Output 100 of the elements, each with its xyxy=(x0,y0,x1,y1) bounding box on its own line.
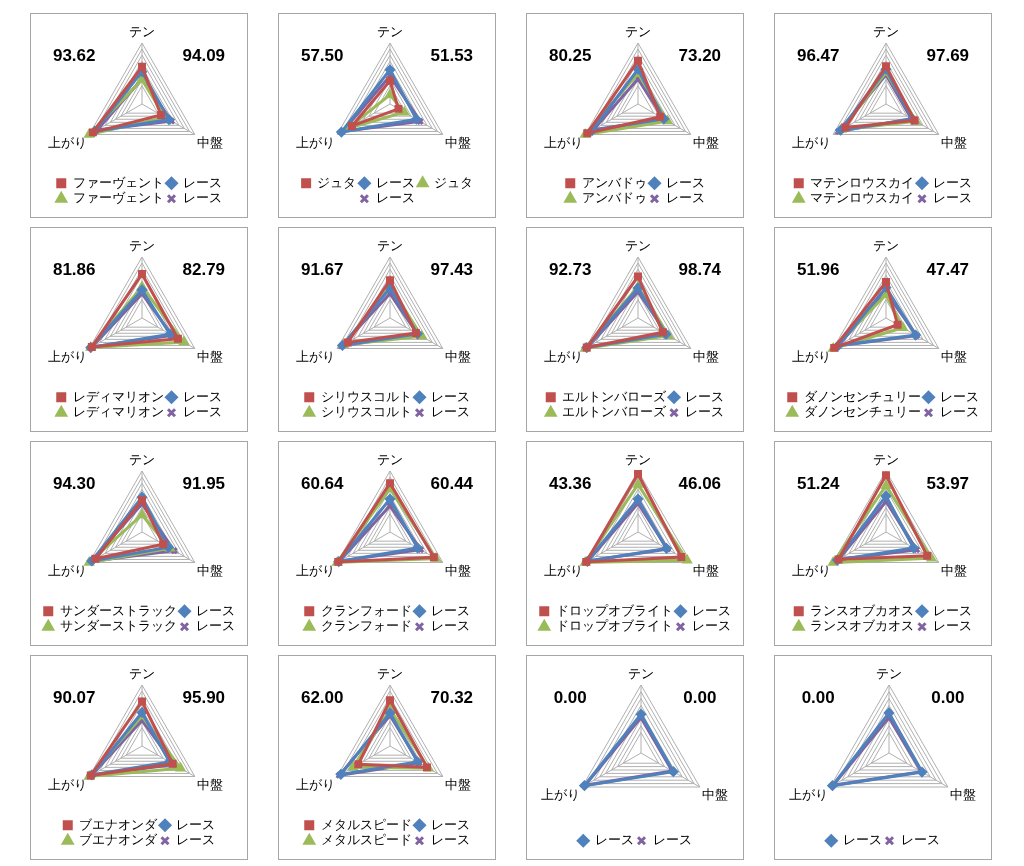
text: 93.62 xyxy=(52,45,96,65)
spoke-label: 上がり xyxy=(47,563,87,578)
legend-label: ファーヴェント xyxy=(72,191,164,206)
legend-label: レース xyxy=(939,405,979,420)
spoke-label: テン xyxy=(129,452,155,467)
spoke-label: テン xyxy=(377,452,403,467)
legend-label: エルトンバローズ xyxy=(562,389,667,404)
legend-label: レース xyxy=(176,817,216,832)
legend-label: レース xyxy=(375,191,415,206)
spoke-label: 上がり xyxy=(295,135,335,150)
spoke-label: テン xyxy=(873,24,899,39)
text: 95.90 xyxy=(182,687,226,707)
text: 0.00 xyxy=(553,687,587,707)
legend-label: ブエナオンダ xyxy=(79,817,158,832)
spoke-label: テン xyxy=(873,238,899,253)
legend-label: メタルスピード xyxy=(320,817,412,832)
spoke-label: テン xyxy=(377,666,403,681)
legend-label: レース xyxy=(665,191,705,206)
spoke-label: 中盤 xyxy=(445,563,472,578)
legend-label: レース xyxy=(691,603,731,618)
spoke-label: 中盤 xyxy=(941,135,968,150)
legend-label: レース xyxy=(939,389,979,404)
legend-label: レース xyxy=(685,405,725,420)
legend-label: レース xyxy=(195,619,235,634)
text: 46.06 xyxy=(678,473,722,493)
legend-label: ランスオブカオス xyxy=(810,603,914,618)
text: 98.74 xyxy=(678,259,722,279)
spoke-label: 上がり xyxy=(540,788,580,803)
spoke-label: 中盤 xyxy=(445,349,472,364)
spoke-label: 中盤 xyxy=(941,563,968,578)
legend-label: レース xyxy=(182,191,222,206)
legend-label: レース xyxy=(691,619,731,634)
legend-label: レース xyxy=(430,389,470,404)
text: 97.43 xyxy=(430,259,474,279)
text: 81.86 xyxy=(52,259,96,279)
legend-label: サンダーストラック xyxy=(59,619,177,634)
legend-label: アンバドゥ xyxy=(581,191,647,206)
legend-label: レース xyxy=(195,603,235,618)
text: 53.97 xyxy=(926,473,970,493)
spoke-label: テン xyxy=(129,238,155,253)
spoke-label: 中盤 xyxy=(693,135,720,150)
spoke-label: テン xyxy=(876,666,902,681)
legend-label: レース xyxy=(933,619,973,634)
text: 0.00 xyxy=(931,687,965,707)
spoke-label: 上がり xyxy=(295,349,335,364)
legend-label: レース xyxy=(182,175,222,190)
spoke-label: テン xyxy=(377,238,403,253)
spoke-label: 上がり xyxy=(543,563,583,578)
spoke-label: 中盤 xyxy=(941,349,968,364)
spoke-label: 中盤 xyxy=(693,349,720,364)
legend-label: サンダーストラック xyxy=(59,603,177,618)
legend-label: レース xyxy=(652,833,692,848)
spoke-label: 上がり xyxy=(295,563,335,578)
legend-label: レース xyxy=(430,619,470,634)
spoke-label: 中盤 xyxy=(702,788,729,803)
legend-label: レース xyxy=(685,389,725,404)
spoke-label: テン xyxy=(625,452,651,467)
text: 0.00 xyxy=(801,687,835,707)
legend-label: レース xyxy=(900,833,940,848)
legend-label: クランフォード xyxy=(320,603,412,618)
legend-label: レース xyxy=(933,191,973,206)
spoke-label: テン xyxy=(625,24,651,39)
legend-label: レース xyxy=(594,833,634,848)
legend-label: ダノンセンチュリー xyxy=(803,389,921,404)
spoke-label: テン xyxy=(377,24,403,39)
spoke-label: 上がり xyxy=(47,777,87,792)
spoke-label: 上がり xyxy=(791,349,831,364)
spoke-label: 中盤 xyxy=(197,349,224,364)
text: 82.79 xyxy=(182,259,226,279)
spoke-label: テン xyxy=(873,452,899,467)
text: 96.47 xyxy=(796,45,840,65)
legend-label: レース xyxy=(665,175,705,190)
spoke-label: 上がり xyxy=(788,788,828,803)
legend-label: クランフォード xyxy=(320,619,412,634)
text: 73.20 xyxy=(678,45,722,65)
spoke-label: 上がり xyxy=(543,349,583,364)
text: 91.95 xyxy=(182,473,226,493)
legend-label: ドロップオブライト xyxy=(555,603,673,618)
spoke-label: テン xyxy=(129,666,155,681)
legend-label: ダノンセンチュリー xyxy=(803,405,921,420)
text: 51.24 xyxy=(796,473,841,493)
text: 0.00 xyxy=(683,687,717,707)
spoke-label: 上がり xyxy=(791,563,831,578)
legend-label: ブエナオンダ xyxy=(79,833,158,848)
legend-label: ファーヴェント xyxy=(72,175,164,190)
spoke-label: 中盤 xyxy=(445,777,472,792)
legend-label: レディマリオン xyxy=(72,405,164,420)
spoke-label: 中盤 xyxy=(197,563,224,578)
spoke-label: 中盤 xyxy=(693,563,720,578)
text: 97.69 xyxy=(926,45,970,65)
text: 92.73 xyxy=(548,259,592,279)
spoke-label: 中盤 xyxy=(445,135,472,150)
legend-label: レース xyxy=(430,603,470,618)
legend-label: レース xyxy=(182,389,222,404)
legend-label: エルトンバローズ xyxy=(562,405,667,420)
legend-label: レース xyxy=(430,833,470,848)
text: 90.07 xyxy=(52,687,96,707)
text: 80.25 xyxy=(548,45,592,65)
text: 60.64 xyxy=(300,473,345,493)
legend-label: メタルスピード xyxy=(320,833,412,848)
